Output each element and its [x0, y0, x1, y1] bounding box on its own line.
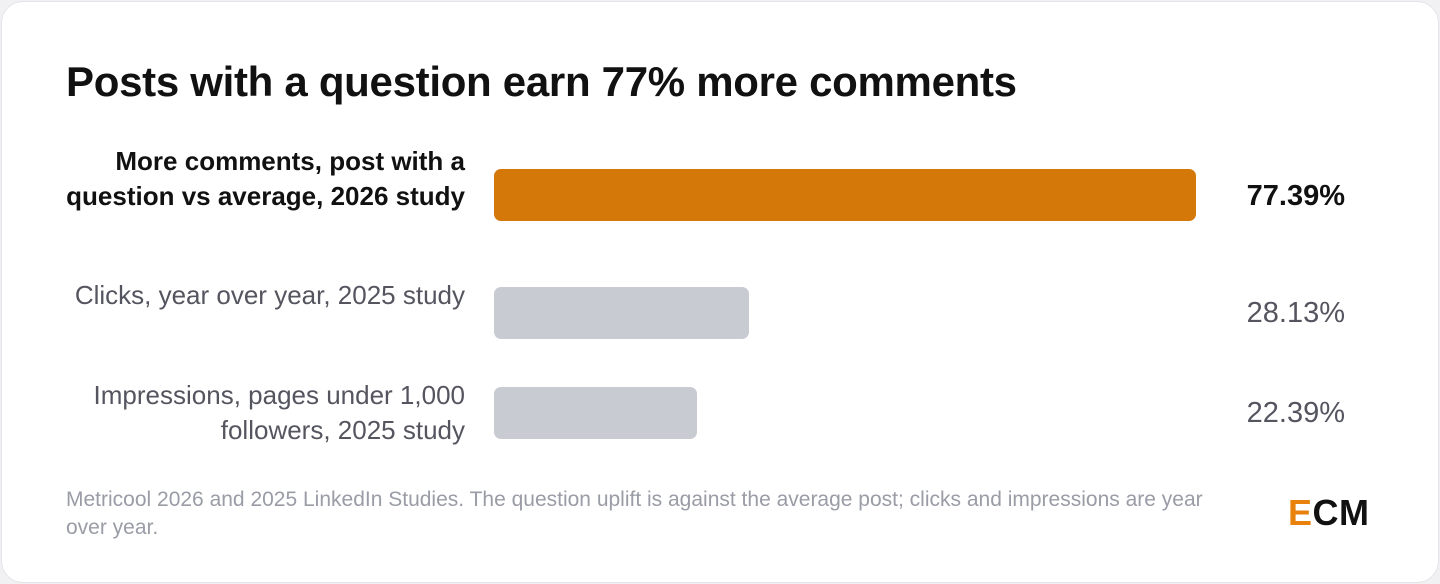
- brand-logo: ECM: [1288, 492, 1370, 534]
- logo-letters: CM: [1312, 492, 1370, 533]
- bar: [494, 287, 750, 339]
- source-footnote: Metricool 2026 and 2025 LinkedIn Studies…: [66, 488, 1203, 539]
- bar: [494, 169, 1196, 221]
- value-label: 28.13%: [1246, 297, 1345, 329]
- category-label: Clicks, year over year, 2025 study: [74, 280, 465, 310]
- category-label: Impressions, pages under 1,000 followers…: [93, 380, 465, 445]
- value-label: 77.39%: [1246, 180, 1345, 212]
- chart-title: Posts with a question earn 77% more comm…: [66, 58, 1017, 105]
- category-label: More comments, post with a question vs a…: [66, 146, 465, 211]
- bar: [494, 387, 698, 439]
- logo-accent-letter: E: [1288, 492, 1313, 533]
- value-label: 22.39%: [1246, 397, 1345, 429]
